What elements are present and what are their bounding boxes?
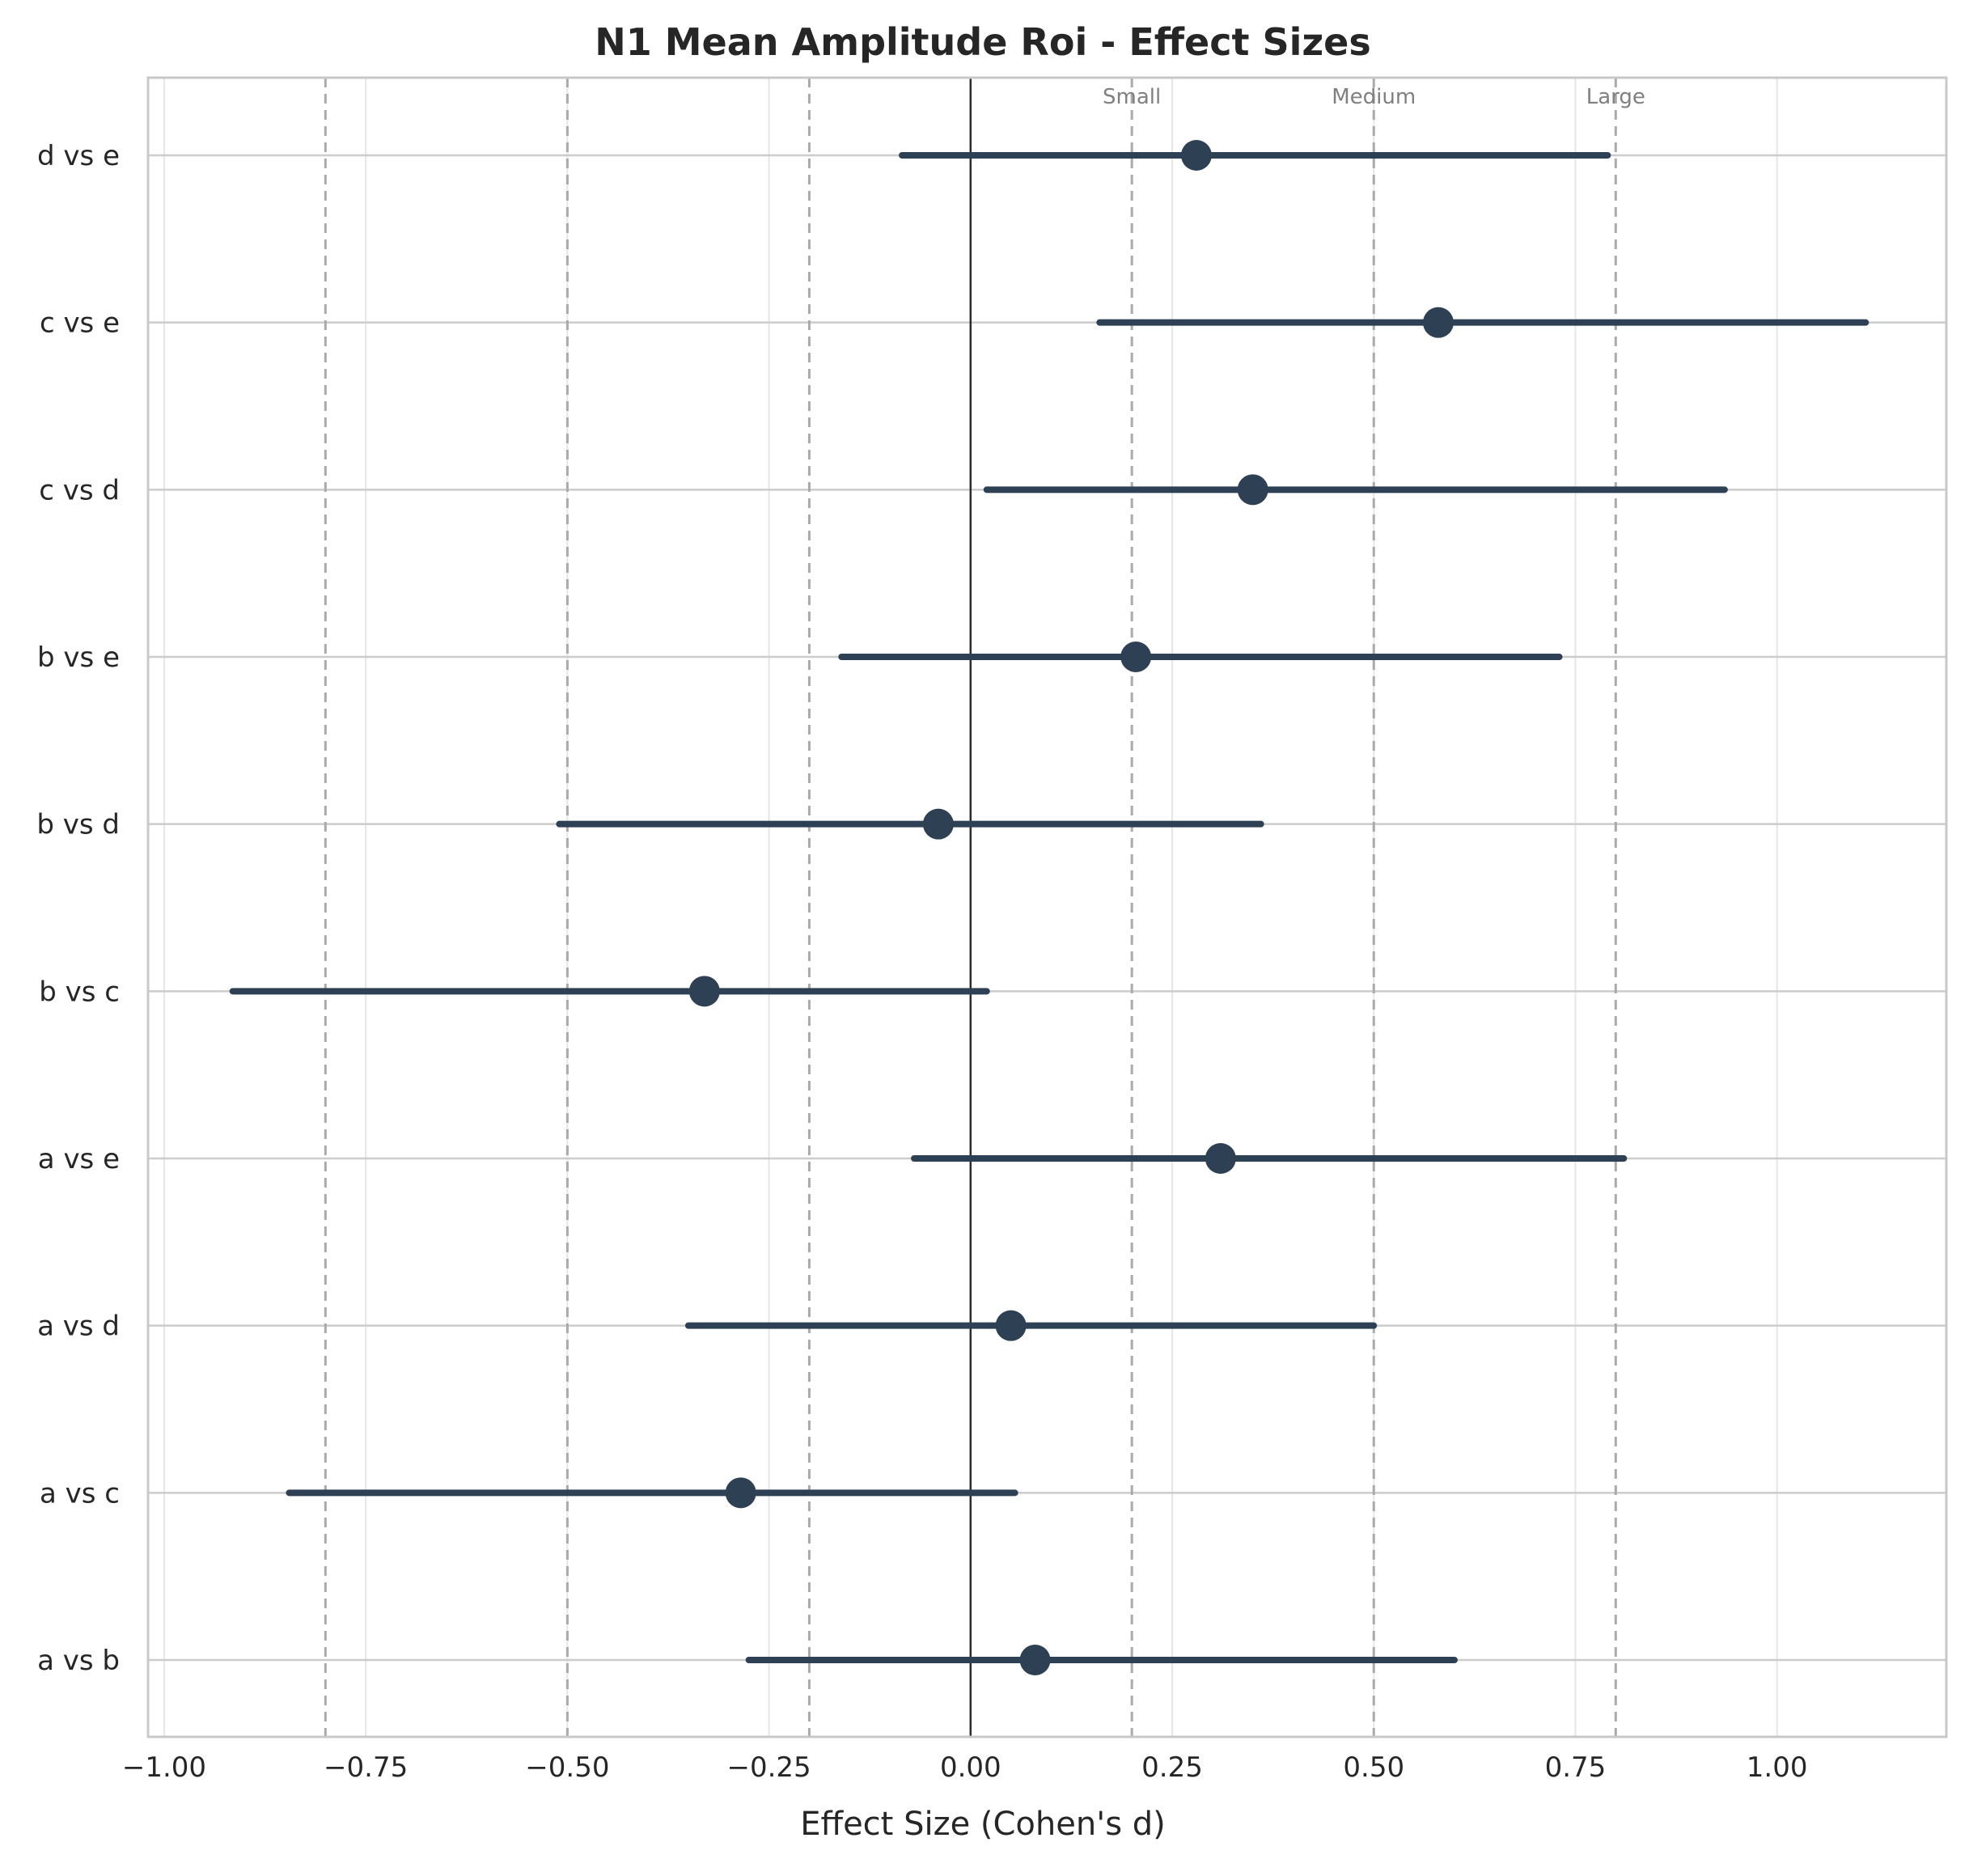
effect-size-point bbox=[922, 808, 954, 840]
grid-layer bbox=[148, 78, 1946, 1737]
effect-size-point bbox=[1180, 140, 1212, 171]
x-tick-label: 0.25 bbox=[1141, 1751, 1203, 1784]
y-tick-label: c vs d bbox=[39, 474, 120, 506]
axis-layer: −1.00 −0.75 −0.50 −0.25 0.00 0.25 0.50 0.75 1.00… bbox=[36, 76, 1948, 1784]
x-tick-label: 0.75 bbox=[1545, 1751, 1607, 1784]
effect-size-point bbox=[995, 1310, 1027, 1341]
y-tick-label: d vs e bbox=[37, 140, 120, 172]
effect-size-point bbox=[725, 1477, 756, 1509]
effect-size-point bbox=[1120, 642, 1152, 672]
threshold-layer: Small Medium Large bbox=[324, 78, 1645, 1737]
y-tick-label: b vs d bbox=[36, 809, 120, 841]
y-tick-label: b vs c bbox=[39, 976, 120, 1008]
effect-size-point bbox=[1205, 1143, 1236, 1174]
y-tick-label: b vs e bbox=[37, 642, 120, 674]
y-tick-label: c vs e bbox=[40, 307, 120, 340]
threshold-label: Small bbox=[1103, 85, 1161, 109]
x-tick-label: −0.25 bbox=[726, 1751, 811, 1784]
chart-title: N1 Mean Amplitude Roi - Effect Sizes bbox=[595, 20, 1371, 64]
threshold-label: Large bbox=[1586, 85, 1645, 109]
y-tick-label: a vs b bbox=[37, 1645, 120, 1677]
y-tick-label: a vs e bbox=[38, 1143, 120, 1175]
effect-size-point bbox=[1237, 474, 1268, 506]
plot-frame bbox=[146, 76, 1948, 1738]
x-tick-label: 0.50 bbox=[1343, 1751, 1404, 1784]
x-tick-label: 0.00 bbox=[940, 1751, 1001, 1784]
x-tick-label: −0.75 bbox=[324, 1751, 408, 1784]
effect-size-point bbox=[1422, 307, 1454, 338]
effect-size-point bbox=[688, 976, 720, 1007]
x-tick-label: −0.50 bbox=[525, 1751, 609, 1784]
y-tick-label: a vs c bbox=[40, 1477, 120, 1510]
x-tick-label: 1.00 bbox=[1747, 1751, 1808, 1784]
x-axis-label: Effect Size (Cohen's d) bbox=[800, 1806, 1166, 1843]
y-tick-label: a vs d bbox=[37, 1311, 120, 1343]
marks-layer bbox=[229, 78, 1869, 1737]
x-tick-label: −1.00 bbox=[122, 1751, 206, 1784]
threshold-label: Medium bbox=[1332, 85, 1416, 109]
effect-size-point bbox=[1019, 1645, 1051, 1675]
